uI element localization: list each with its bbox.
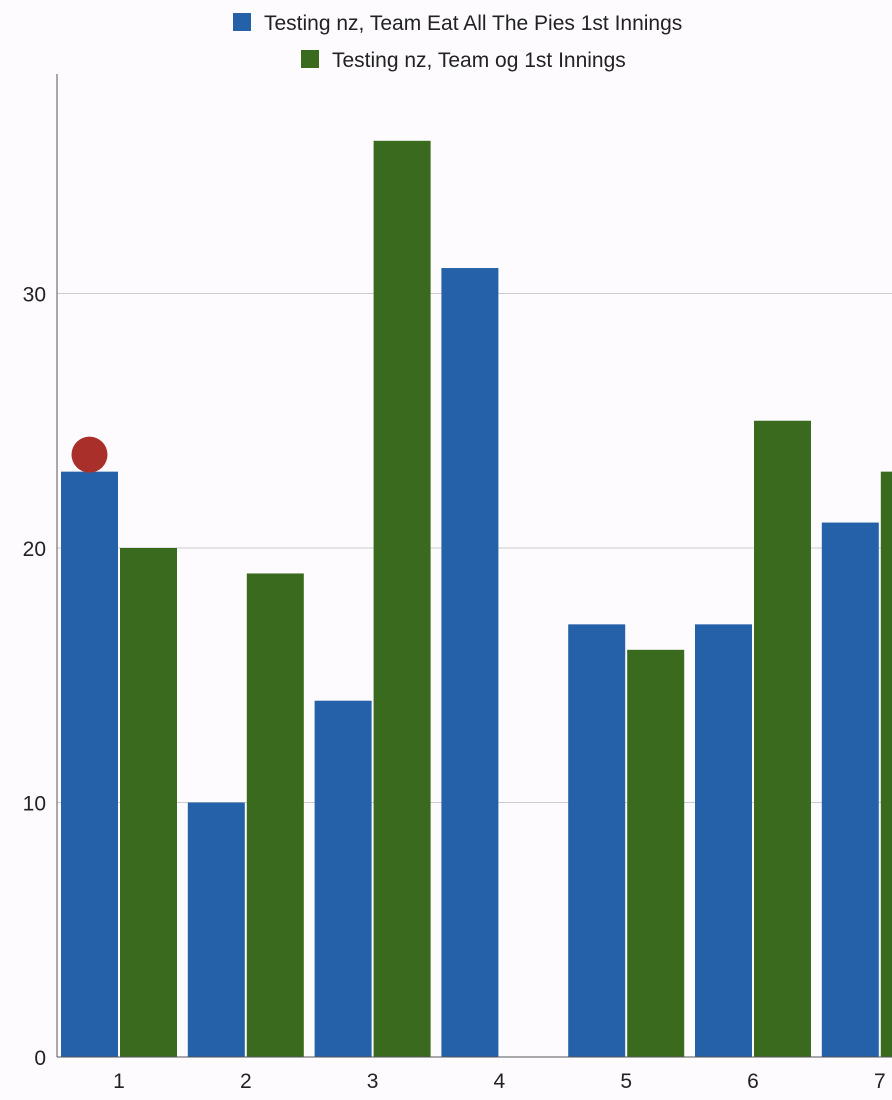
bar-series-1-category-6[interactable] <box>695 624 752 1057</box>
y-tick-label-30: 30 <box>23 284 46 307</box>
x-tick-label-7: 7 <box>874 1070 886 1093</box>
bar-series-2-category-2[interactable] <box>246 573 304 1057</box>
x-tick-label-6: 6 <box>747 1070 759 1093</box>
bar-series-2-category-7[interactable] <box>880 471 892 1057</box>
y-tick-labels: 0 10 20 30 <box>23 284 46 1071</box>
bar-series-1-category-7[interactable] <box>821 522 879 1057</box>
legend-swatch-series-1 <box>233 13 251 31</box>
axes <box>56 74 892 1058</box>
x-tick-labels: 1 2 3 4 5 6 7 <box>113 1070 885 1093</box>
y-tick-label-10: 10 <box>23 793 46 816</box>
x-tick-label-5: 5 <box>620 1070 632 1093</box>
legend[interactable]: Testing nz, Team Eat All The Pies 1st In… <box>233 12 682 72</box>
x-tick-label-4: 4 <box>494 1070 506 1093</box>
bar-series-1-category-5[interactable] <box>568 624 626 1057</box>
x-tick-label-2: 2 <box>240 1070 252 1093</box>
bar-series-2-category-3[interactable] <box>373 140 431 1058</box>
y-tick-label-0: 0 <box>34 1047 46 1070</box>
legend-item-series-2[interactable]: Testing nz, Team og 1st Innings <box>301 49 626 72</box>
x-tick-label-3: 3 <box>367 1070 379 1093</box>
bar-series-2-category-6[interactable] <box>754 420 811 1057</box>
legend-item-series-1[interactable]: Testing nz, Team Eat All The Pies 1st In… <box>233 12 682 35</box>
legend-swatch-series-2 <box>301 50 319 68</box>
bar-series-1-category-2[interactable] <box>187 802 245 1058</box>
bar-series-1-category-3[interactable] <box>314 700 372 1057</box>
legend-label-series-2: Testing nz, Team og 1st Innings <box>332 49 626 72</box>
bar-series-2-category-5[interactable] <box>627 649 685 1057</box>
bar-series-1-category-4[interactable] <box>441 268 499 1057</box>
highlight-marker-dot[interactable] <box>71 436 108 473</box>
bar-series-1-category-1[interactable] <box>61 471 118 1057</box>
legend-label-series-1: Testing nz, Team Eat All The Pies 1st In… <box>264 12 682 35</box>
highlight-marker-layer <box>71 436 108 473</box>
y-tick-label-20: 20 <box>23 538 46 561</box>
bar-series-2-category-1[interactable] <box>120 548 177 1057</box>
bars <box>61 140 892 1058</box>
x-tick-label-1: 1 <box>113 1070 125 1093</box>
